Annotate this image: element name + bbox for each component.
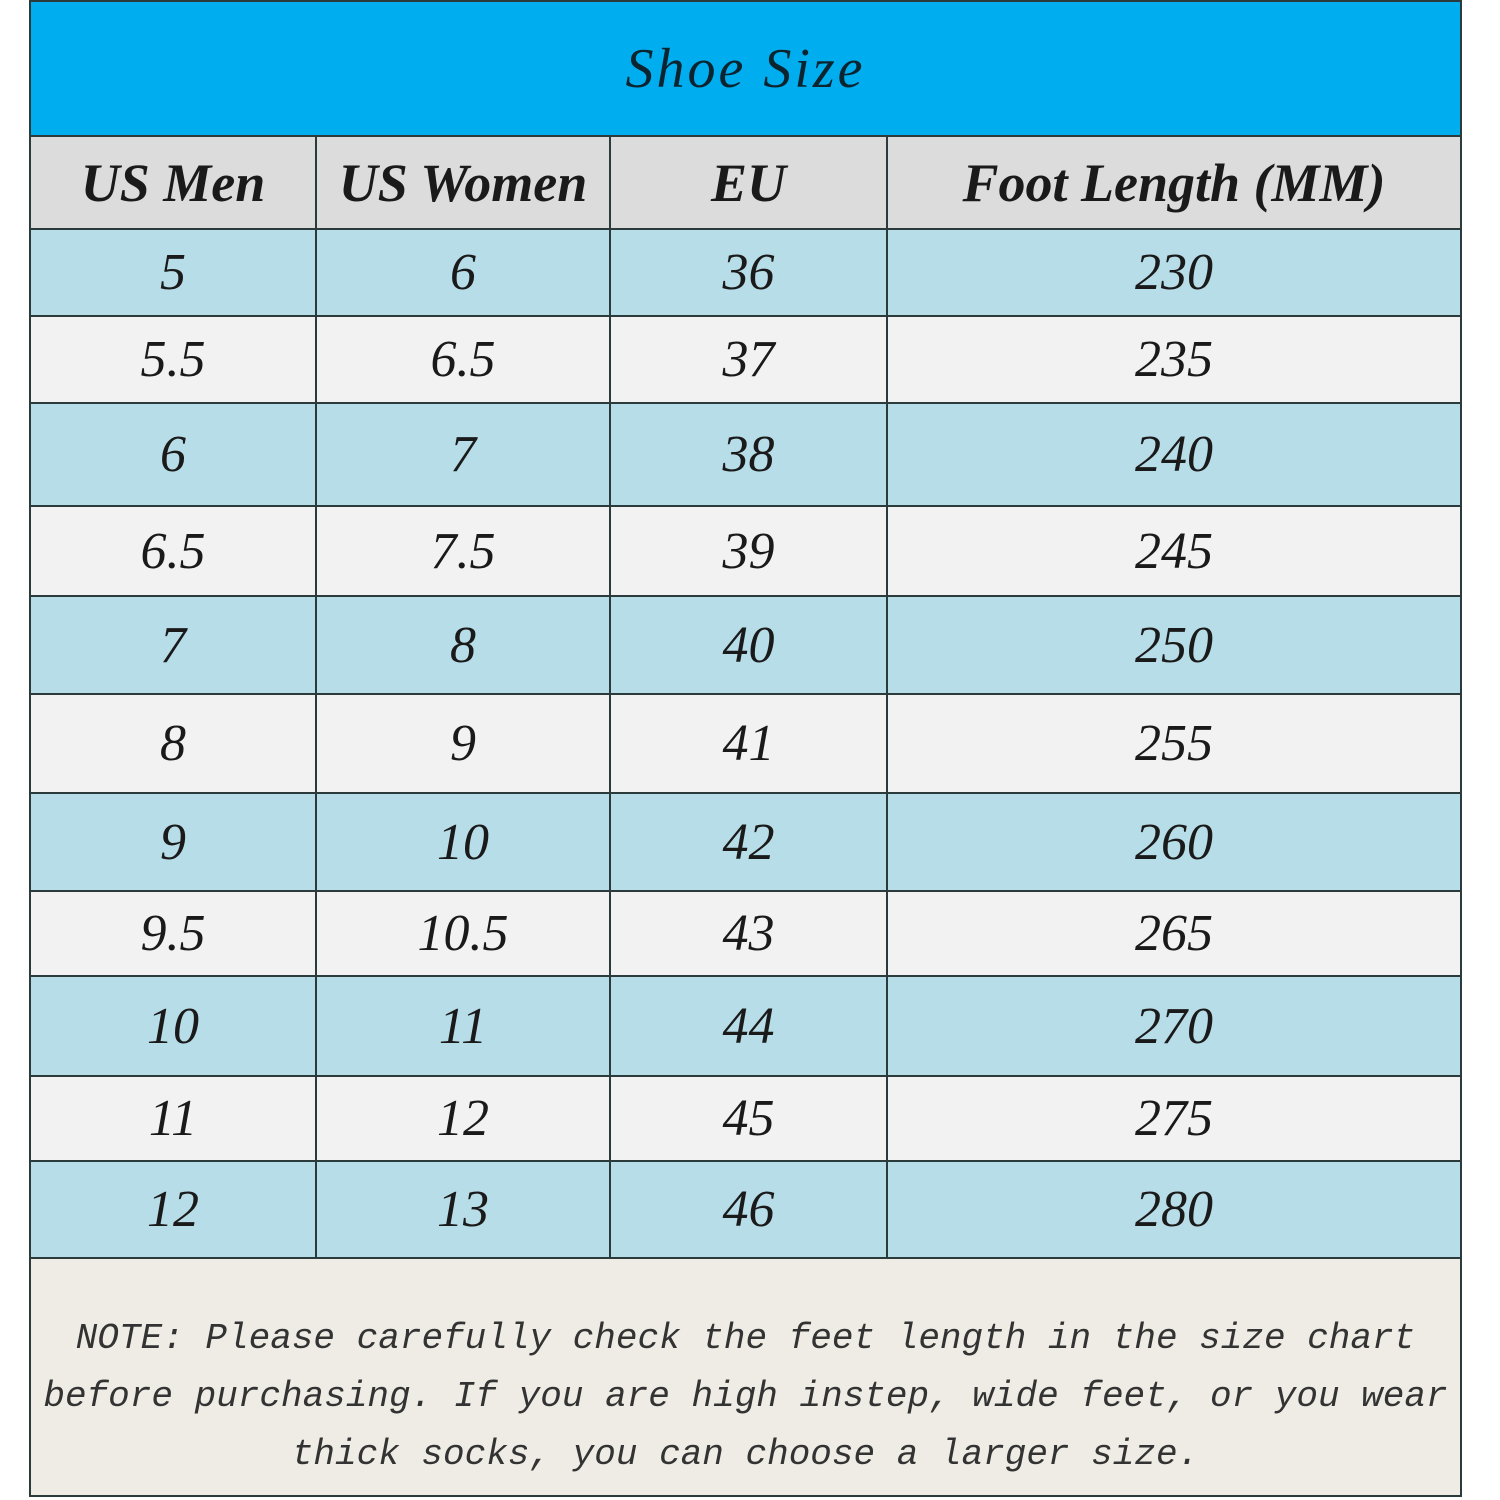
table-row: 11 12 45 275 [31,1077,1460,1162]
size-table: US Men US Women EU Foot Length (MM) 5 6 36… [31,137,1460,1259]
cell-us-men: 8 [31,695,317,792]
cell-foot-length: 245 [1135,522,1213,580]
cell-us-women: 6 [317,230,611,315]
cell-eu: 39 [611,507,888,595]
cell-eu: 44 [611,977,888,1075]
cell-us-women: 10.5 [317,892,611,975]
table-row: 12 13 46 280 [31,1162,1460,1259]
table-row: 6 7 38 240 [31,404,1460,507]
cell-us-men: 5 [31,230,317,315]
table-row: 6.5 7.5 39 245 [31,507,1460,597]
cell-foot-length: 250 [1135,616,1213,674]
cell-foot-length: 260 [1135,813,1213,871]
cell-foot-length: 280 [1135,1181,1213,1238]
cell-us-women: 7.5 [317,507,611,595]
cell-us-women: 8 [317,597,611,693]
cell-us-men: 6 [31,404,317,505]
cell-eu: 40 [611,597,888,693]
cell-eu: 41 [611,695,888,792]
cell-us-women: 6.5 [317,317,611,402]
cell-foot-length: 270 [1135,997,1213,1055]
cell-us-women: 9 [317,695,611,792]
cell-foot-length: 240 [1135,426,1213,483]
column-header-us-men: US Men [31,137,317,228]
chart-title: Shoe Size [31,2,1460,137]
cell-eu: 45 [611,1077,888,1160]
table-row: 7 8 40 250 [31,597,1460,695]
cell-us-men: 5.5 [31,317,317,402]
cell-us-men: 10 [31,977,317,1075]
cell-eu: 38 [611,404,888,505]
cell-eu: 42 [611,794,888,890]
size-chart: Shoe Size US Men US Women EU Foot Length… [29,0,1462,1497]
table-row: 10 11 44 270 [31,977,1460,1077]
cell-foot-length: 275 [1135,1090,1213,1147]
cell-eu: 36 [611,230,888,315]
cell-us-women: 10 [317,794,611,890]
cell-us-men: 9.5 [31,892,317,975]
table-header: US Men US Women EU Foot Length (MM) [31,137,1460,230]
cell-us-men: 11 [31,1077,317,1160]
cell-us-women: 12 [317,1077,611,1160]
column-header-foot-length: Foot Length (MM) [962,152,1386,213]
cell-us-women: 11 [317,977,611,1075]
column-header-eu: EU [611,137,888,228]
cell-eu: 43 [611,892,888,975]
cell-us-men: 12 [31,1162,317,1257]
cell-eu: 37 [611,317,888,402]
table-row: 5.5 6.5 37 235 [31,317,1460,404]
cell-us-men: 7 [31,597,317,693]
cell-us-women: 7 [317,404,611,505]
table-row: 9.5 10.5 43 265 [31,892,1460,977]
table-row: 9 10 42 260 [31,794,1460,892]
cell-foot-length: 255 [1135,715,1213,772]
column-header-us-women: US Women [317,137,611,228]
cell-us-men: 6.5 [31,507,317,595]
cell-us-men: 9 [31,794,317,890]
cell-foot-length: 235 [1135,331,1213,388]
cell-eu: 46 [611,1162,888,1257]
table-row: 8 9 41 255 [31,695,1460,794]
table-row: 5 6 36 230 [31,230,1460,317]
size-note: NOTE: Please carefully check the feet le… [31,1259,1460,1495]
cell-foot-length: 230 [1135,244,1213,301]
cell-us-women: 13 [317,1162,611,1257]
cell-foot-length: 265 [1135,905,1213,962]
